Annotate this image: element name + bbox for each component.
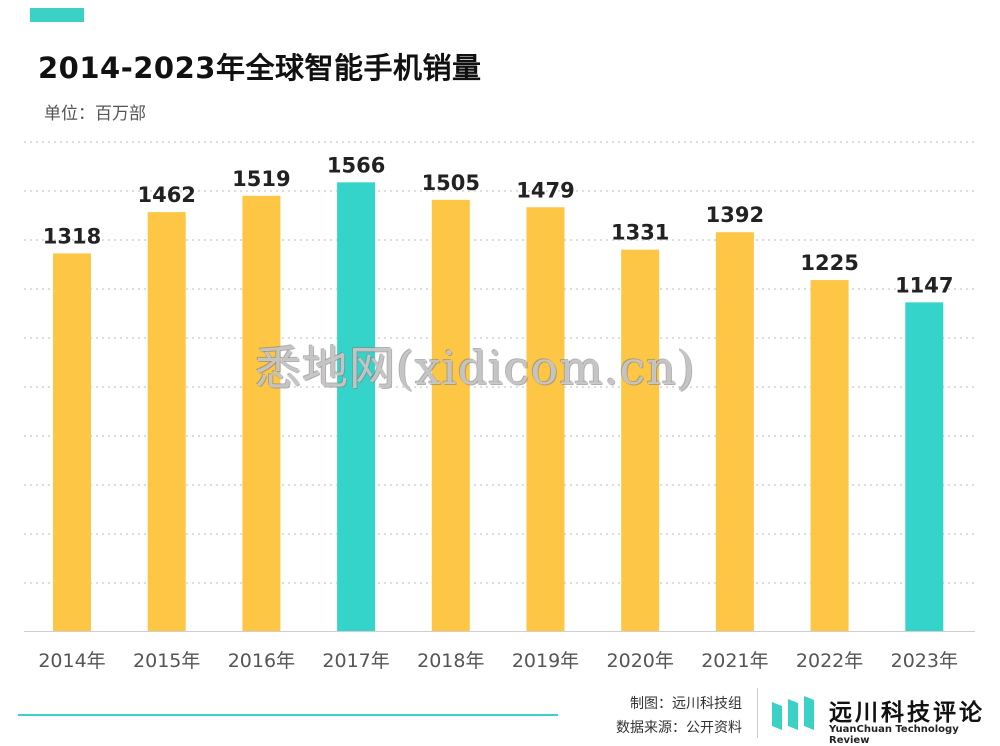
x-tick-label: 2014年 [38, 650, 105, 672]
unit-label: 单位：百万部 [44, 104, 146, 124]
x-tick-label: 2020年 [607, 650, 674, 672]
data-label: 1505 [422, 171, 480, 195]
logo-text-cn: 远川科技评论 [829, 700, 985, 726]
data-label: 1331 [611, 221, 669, 245]
x-tick-label: 2016年 [228, 650, 295, 672]
data-label: 1147 [895, 273, 953, 297]
bar [621, 249, 660, 631]
bar [431, 199, 470, 631]
data-label: 1318 [43, 224, 101, 248]
data-label: 1225 [800, 251, 858, 275]
bar [810, 280, 849, 631]
accent-tab [30, 8, 84, 22]
credit-maker: 制图：远川科技组 [630, 696, 742, 712]
x-tick-label: 2017年 [322, 650, 389, 672]
data-label: 1566 [327, 153, 385, 177]
bar [337, 182, 376, 631]
bottom-accent-line [18, 714, 558, 716]
footer-separator [757, 688, 758, 738]
x-tick-label: 2021年 [701, 650, 768, 672]
bar [526, 207, 565, 632]
logo-icon [772, 696, 814, 730]
x-tick-label: 2019年 [512, 650, 579, 672]
data-label: 1519 [232, 167, 290, 191]
watermark: 悉地网(xidicom.cn) [255, 341, 696, 395]
credit-source: 数据来源：公开资料 [616, 720, 742, 736]
bar [53, 253, 91, 631]
chart-title: 2014-2023年全球智能手机销量 [38, 51, 482, 85]
data-label: 1462 [137, 183, 195, 207]
x-tick-label: 2018年 [417, 650, 484, 672]
bar [147, 212, 186, 631]
logo-text-en: YuanChuan Technology Review [829, 724, 959, 746]
x-tick-label: 2015年 [133, 650, 200, 672]
bar [715, 232, 754, 631]
x-tick-label: 2022年 [796, 650, 863, 672]
data-label: 1479 [516, 178, 574, 202]
bar [905, 302, 944, 631]
x-tick-label: 2023年 [891, 650, 958, 672]
bar [242, 195, 281, 631]
data-label: 1392 [706, 203, 764, 227]
